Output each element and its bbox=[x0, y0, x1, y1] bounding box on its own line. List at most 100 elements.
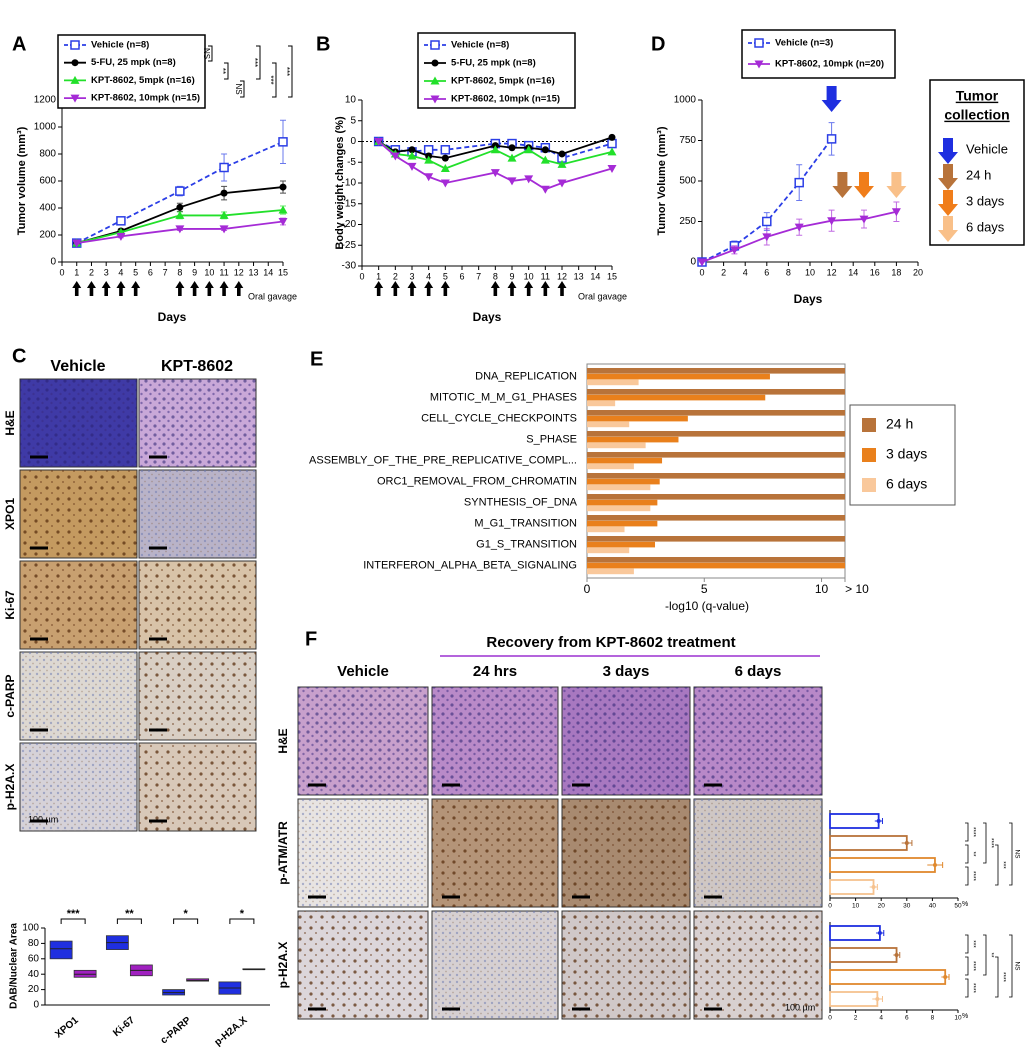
x-tick-label: 12 bbox=[557, 271, 567, 281]
bar bbox=[829, 969, 947, 985]
x-tick-label: Ki-67 bbox=[111, 1015, 137, 1039]
bar bbox=[587, 389, 845, 395]
marker bbox=[541, 146, 549, 154]
marker bbox=[219, 225, 229, 234]
x-tick-label: 5 bbox=[133, 267, 138, 277]
collection-legend-box bbox=[929, 79, 1025, 246]
x-tick-label: > 10 bbox=[845, 582, 869, 596]
gavage-arrow bbox=[524, 281, 534, 296]
y-tick-label: 0 bbox=[33, 1000, 39, 1011]
bar bbox=[587, 499, 658, 506]
collection-legend-label: 3 days bbox=[966, 193, 1005, 208]
marker bbox=[754, 60, 764, 69]
point bbox=[904, 841, 909, 845]
x-tick-label: 4 bbox=[118, 267, 123, 277]
bar bbox=[587, 452, 845, 458]
gavage-arrow bbox=[72, 281, 82, 296]
significance-label: **** bbox=[999, 972, 1006, 983]
significance-label: NS bbox=[1013, 961, 1020, 971]
x-tick-label: 14 bbox=[848, 267, 858, 277]
bar bbox=[587, 394, 766, 401]
x-tick-label: 4 bbox=[743, 267, 748, 277]
significance-bracket bbox=[1009, 934, 1013, 998]
bar bbox=[829, 925, 881, 941]
legend-label: 5-FU, 25 mpk (n=8) bbox=[91, 57, 176, 68]
bar bbox=[587, 505, 651, 512]
x-tick-label: 7 bbox=[163, 267, 168, 277]
row-label: H&E bbox=[276, 728, 290, 753]
marker bbox=[175, 210, 185, 219]
legend-label: KPT-8602, 5mpk (n=16) bbox=[451, 76, 555, 87]
marker bbox=[116, 232, 126, 241]
x-tick-label: 0 bbox=[584, 582, 591, 596]
significance-label: * bbox=[240, 908, 245, 920]
panel-label: B bbox=[316, 33, 330, 55]
y-tick-label: 1000 bbox=[34, 122, 57, 133]
bar bbox=[587, 526, 625, 533]
bar bbox=[587, 473, 845, 479]
collection-legend-arrow bbox=[938, 216, 958, 242]
marker bbox=[557, 159, 567, 168]
bar bbox=[829, 813, 880, 829]
y-tick-label: 1200 bbox=[34, 95, 57, 106]
significance-label: **** bbox=[969, 961, 976, 972]
significance-bracket bbox=[1009, 822, 1013, 886]
bar bbox=[587, 478, 660, 485]
bar bbox=[587, 520, 658, 527]
significance-bracket bbox=[224, 62, 229, 80]
significance-bracket bbox=[272, 62, 277, 98]
significance-label: * bbox=[183, 908, 188, 920]
significance-label: *** bbox=[250, 58, 259, 67]
marker bbox=[608, 133, 616, 141]
bar bbox=[829, 879, 875, 895]
y-tick-label: 800 bbox=[39, 149, 56, 160]
significance-bracket bbox=[965, 934, 969, 954]
x-tick-label: 0 bbox=[828, 903, 832, 910]
marker bbox=[440, 179, 450, 188]
gavage-arrow bbox=[557, 281, 567, 296]
gavage-arrow bbox=[175, 281, 185, 296]
category-label: MITOTIC_M_M_G1_PHASES bbox=[430, 391, 577, 403]
significance-label: *** bbox=[969, 940, 976, 948]
gavage-arrow bbox=[204, 281, 214, 296]
x-axis-label: Days bbox=[794, 292, 823, 306]
y-axis-label: Tumor Volume (mm³) bbox=[656, 126, 668, 235]
column-label: KPT-8602 bbox=[161, 358, 233, 375]
marker bbox=[754, 38, 764, 48]
bar bbox=[829, 991, 879, 1007]
x-tick-label: 8 bbox=[493, 271, 498, 281]
significance-bracket bbox=[995, 956, 999, 998]
significance-label: ** bbox=[218, 68, 227, 74]
category-label: M_G1_TRANSITION bbox=[474, 517, 577, 529]
marker bbox=[557, 179, 567, 188]
marker bbox=[175, 186, 185, 196]
x-tick-label: c-PARP bbox=[159, 1015, 194, 1047]
column-label: Vehicle bbox=[50, 358, 105, 375]
y-tick-label: -30 bbox=[342, 261, 357, 272]
bar bbox=[587, 541, 656, 548]
collection-legend-label: 6 days bbox=[966, 219, 1005, 234]
y-tick-label: -10 bbox=[342, 178, 357, 189]
bar bbox=[587, 457, 663, 464]
marker bbox=[70, 75, 80, 84]
x-tick-label: 1 bbox=[376, 271, 381, 281]
scale-bar-label: 100 µm bbox=[28, 814, 58, 824]
significance-bracket bbox=[965, 822, 969, 842]
x-tick-label: 10 bbox=[805, 267, 815, 277]
marker bbox=[441, 154, 449, 162]
row-label: c-PARP bbox=[3, 674, 17, 717]
x-tick-label: 1 bbox=[74, 267, 79, 277]
marker bbox=[558, 150, 566, 158]
significance-bracket bbox=[116, 918, 142, 924]
gavage-arrow bbox=[424, 281, 434, 296]
bar bbox=[587, 515, 845, 521]
legend-label: 24 h bbox=[886, 416, 913, 432]
marker bbox=[859, 215, 869, 224]
collection-legend-arrow bbox=[938, 138, 958, 164]
y-tick-label: 5 bbox=[350, 115, 356, 126]
y-tick-label: 1000 bbox=[674, 95, 697, 106]
x-tick-label: 12 bbox=[234, 267, 244, 277]
x-tick-label: 10 bbox=[524, 271, 534, 281]
y-axis-label: Tumor volume (mm³) bbox=[16, 126, 28, 235]
